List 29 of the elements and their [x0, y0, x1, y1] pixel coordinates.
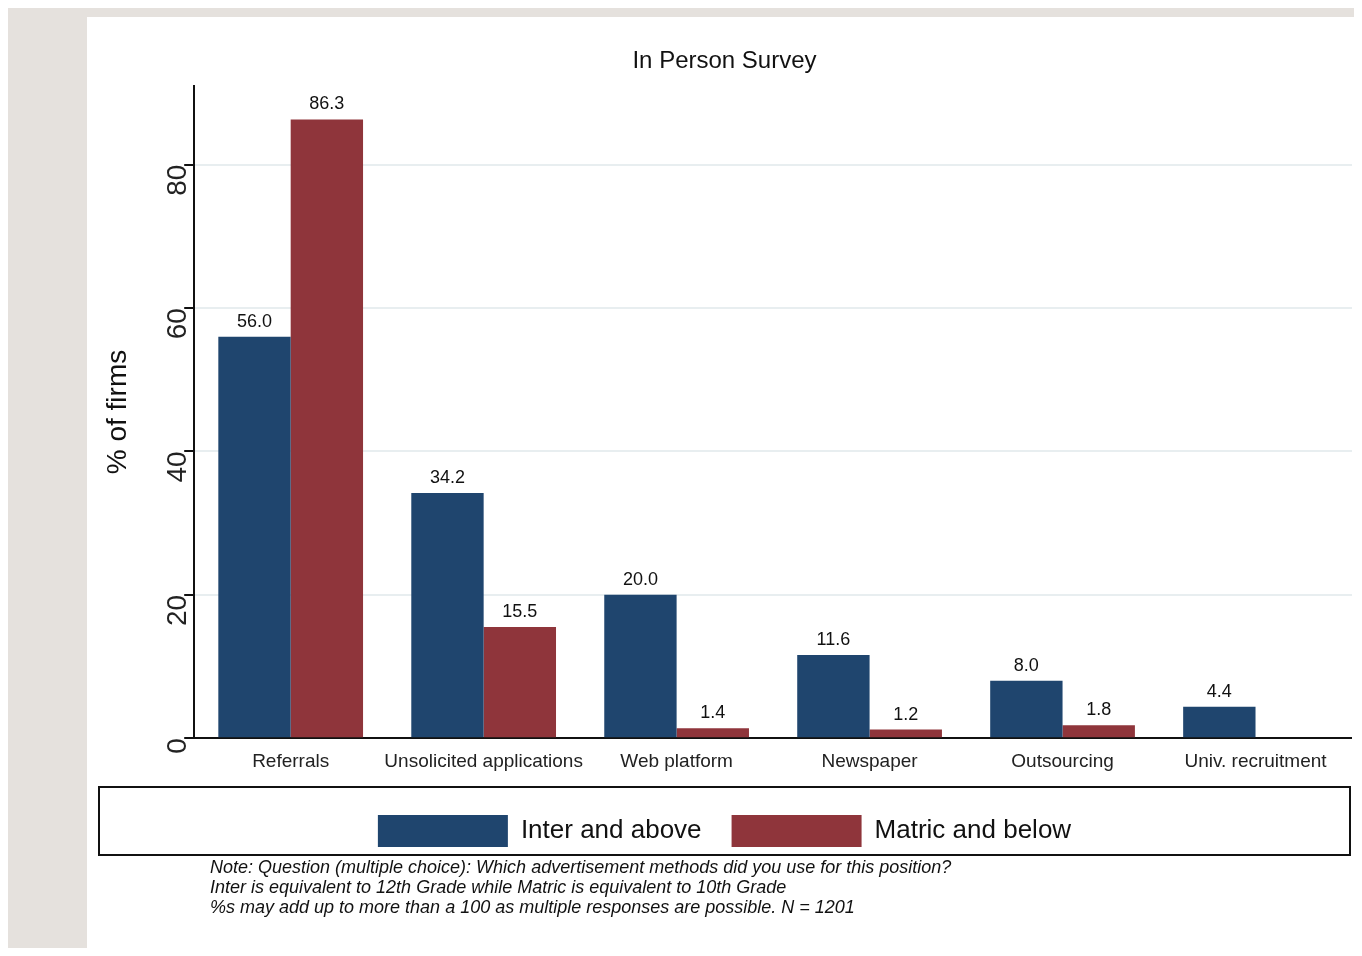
y-axis-title: % of firms: [100, 349, 132, 475]
x-tick-label: Univ. recruitment: [1184, 749, 1328, 771]
text: %s may add up to more than a 100 as multiple responses are possible. N = 1201: [210, 897, 856, 917]
legend-label: Matric and below: [874, 814, 1072, 845]
data-label: 1.4: [700, 702, 726, 723]
text: Note: Question (multiple choice): Which advertisement methods did you use for this position?: [210, 857, 953, 877]
data-label: 56.0: [236, 310, 273, 331]
data-label: 86.3: [309, 93, 345, 114]
data-label: 20.0: [622, 568, 658, 589]
data-label: 4.4: [1206, 680, 1232, 701]
y-tick-label: 20: [160, 594, 192, 626]
x-tick-label: Outsourcing: [1011, 749, 1114, 771]
data-label: 15.5: [502, 601, 538, 622]
x-tick-label: Web platform: [620, 749, 733, 771]
chart-title: In Person Survey: [632, 46, 817, 74]
x-tick-label: Unsolicited applications: [384, 749, 583, 771]
y-tick-label: 80: [160, 164, 192, 196]
x-tick-label: Newspaper: [821, 749, 919, 771]
data-label: 11.6: [816, 629, 851, 650]
text: Inter is equivalent to 12th Grade while Matric is equivalent to 10th Grade: [210, 877, 788, 897]
x-tick-label: Referrals: [252, 749, 330, 771]
data-label: 34.2: [429, 466, 465, 487]
y-tick-label: 0: [160, 738, 192, 754]
data-label: 8.0: [1013, 654, 1039, 675]
data-label: 1.8: [1086, 699, 1112, 720]
data-label: 1.2: [893, 703, 919, 724]
legend-label: Inter and above: [520, 814, 702, 845]
y-tick-label: 60: [160, 308, 192, 340]
y-tick-label: 40: [160, 451, 192, 483]
